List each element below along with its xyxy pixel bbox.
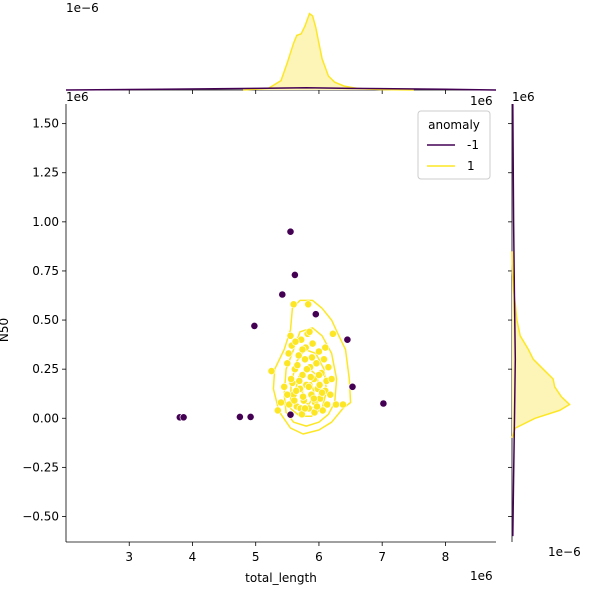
right-marginal-line-neg1 [512,103,517,537]
y-tick-label-1: −0.25 [22,460,59,474]
scatter-points [175,227,388,422]
scatter-point-pos1-1 [304,300,313,309]
right-marginal-plot-area [508,103,571,542]
scatter-point-pos1-39 [326,390,335,399]
right-offset-label-top: 1e6 [512,90,535,104]
legend: anomaly -1 1 [417,110,491,180]
scatter-point-neg1-7 [379,399,388,408]
x-axis-label: total_length [245,571,317,585]
scatter-point-pos1-63 [305,327,314,336]
top-marginal-fill-pos1 [243,13,414,91]
x-offset-label: 1e6 [470,569,493,583]
top-marginal-kde: 1e−6 [65,1,497,94]
scatter-point-pos1-44 [306,373,315,381]
x-tick-label-5: 8 [442,550,450,564]
scatter-point-pos1-4 [332,400,340,409]
legend-title: anomaly [428,118,480,132]
scatter-point-pos1-9 [284,349,293,358]
top-marginal-offset-label: 1e−6 [66,1,99,15]
scatter-point-pos1-51 [290,396,299,405]
scatter-point-neg1-1 [290,270,299,279]
y-tick-label-0: −0.50 [22,509,59,523]
y-tick-label-5: 0.75 [32,264,59,278]
scatter-point-pos1-69 [301,404,309,413]
y-offset-label: 1e6 [66,90,89,104]
scatter-point-pos1-3 [339,400,347,409]
x-offset-label-top: 1e6 [470,94,493,108]
scatter-point-pos1-47 [293,361,302,370]
scatter-point-pos1-62 [283,390,292,399]
scatter-point-pos1-31 [314,347,323,356]
scatter-point-pos1-53 [302,365,311,374]
right-marginal-fill-pos1 [512,251,570,438]
scatter-point-pos1-2 [328,329,337,338]
scatter-point-pos1-50 [285,400,294,409]
top-marginal-line-neg1 [65,86,497,91]
scatter-point-pos1-34 [318,406,327,415]
scatter-point-neg1-0 [286,227,295,236]
scatter-point-pos1-35 [320,355,328,364]
scatter-point-pos1-15 [294,351,303,360]
scatter-point-pos1-49 [304,382,313,391]
y-tick-label-2: 0.00 [32,411,59,425]
scatter-point-pos1-57 [323,400,332,409]
scatter-point-pos1-65 [309,394,318,403]
kde-contour-0 [272,299,352,435]
scatter-point-pos1-0 [289,300,298,309]
scatter-point-neg1-11 [235,412,244,421]
scatter-point-pos1-7 [277,398,285,407]
scatter-point-pos1-20 [301,355,309,364]
scatter-point-pos1-40 [287,375,295,383]
scatter-point-pos1-52 [295,376,304,385]
x-tick-label-1: 4 [189,550,197,564]
scatter-point-neg1-12 [246,412,255,421]
scatter-point-pos1-61 [280,382,289,391]
scatter-point-pos1-8 [283,359,292,368]
scatter-point-neg1-3 [311,310,320,319]
scatter-point-pos1-68 [291,337,300,346]
x-tick-label-4: 7 [378,550,386,564]
y-tick-label-6: 1.00 [32,215,59,229]
scatter-point-neg1-5 [343,335,352,344]
scatter-point-pos1-29 [312,359,321,368]
scatter-point-neg1-6 [348,382,357,391]
y-tick-label-4: 0.50 [32,313,59,327]
scatter-point-pos1-66 [327,375,336,383]
right-marginal-kde: 1e−6 [508,103,581,559]
y-tick-label-8: 1.50 [32,117,59,131]
x-tick-label-2: 5 [252,550,260,564]
legend-label-neg1: -1 [467,138,479,152]
x-tick-label-3: 6 [315,550,323,564]
scatter-point-pos1-10 [286,331,295,340]
scatter-point-neg1-4 [250,321,259,330]
scatter-point-pos1-55 [313,402,321,411]
scatter-point-pos1-67 [314,371,323,379]
scatter-point-pos1-6 [273,406,282,415]
main-scatter-plot: 3 4 5 6 7 8 −0.50 −0.25 0.00 0.25 0.50 0.75 1.00 1.25… [0,90,535,585]
x-tick-label-0: 3 [125,550,133,564]
y-tick-label-7: 1.25 [32,166,59,180]
scatter-point-pos1-46 [315,380,324,389]
scatter-point-neg1-2 [278,290,287,299]
scatter-point-pos1-56 [318,388,326,397]
main-axes: 3 4 5 6 7 8 −0.50 −0.25 0.00 0.25 0.50 0.75 1.00 1.25… [22,104,496,564]
top-marginal-line-pos1 [243,12,414,91]
scatter-point-pos1-60 [321,343,330,352]
y-axis-label: N50 [0,318,11,342]
scatter-point-pos1-48 [298,345,307,354]
scatter-point-pos1-38 [324,363,333,372]
legend-label-pos1: 1 [467,159,475,173]
scatter-point-neg1-10 [179,413,188,422]
top-marginal-plot-area [65,12,497,94]
scatter-point-pos1-18 [298,371,307,379]
scatter-point-pos1-26 [308,339,317,348]
right-marginal-offset-label: 1e−6 [548,545,581,559]
scatter-point-pos1-59 [299,392,307,401]
scatter-point-pos1-41 [292,386,301,395]
scatter-point-neg1-8 [286,410,295,419]
y-tick-label-3: 0.25 [32,362,59,376]
scatter-point-pos1-5 [267,367,276,375]
scatter-point-pos1-54 [308,353,316,362]
